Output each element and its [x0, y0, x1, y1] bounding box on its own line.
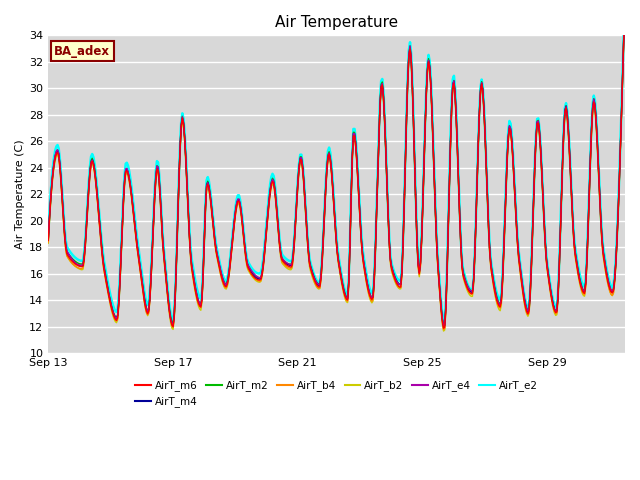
Y-axis label: Air Temperature (C): Air Temperature (C) — [15, 139, 25, 249]
Legend: AirT_m6, AirT_m4, AirT_m2, AirT_b4, AirT_b2, AirT_e4, AirT_e2: AirT_m6, AirT_m4, AirT_m2, AirT_b4, AirT… — [131, 376, 542, 411]
Text: BA_adex: BA_adex — [54, 45, 110, 58]
Title: Air Temperature: Air Temperature — [275, 15, 398, 30]
